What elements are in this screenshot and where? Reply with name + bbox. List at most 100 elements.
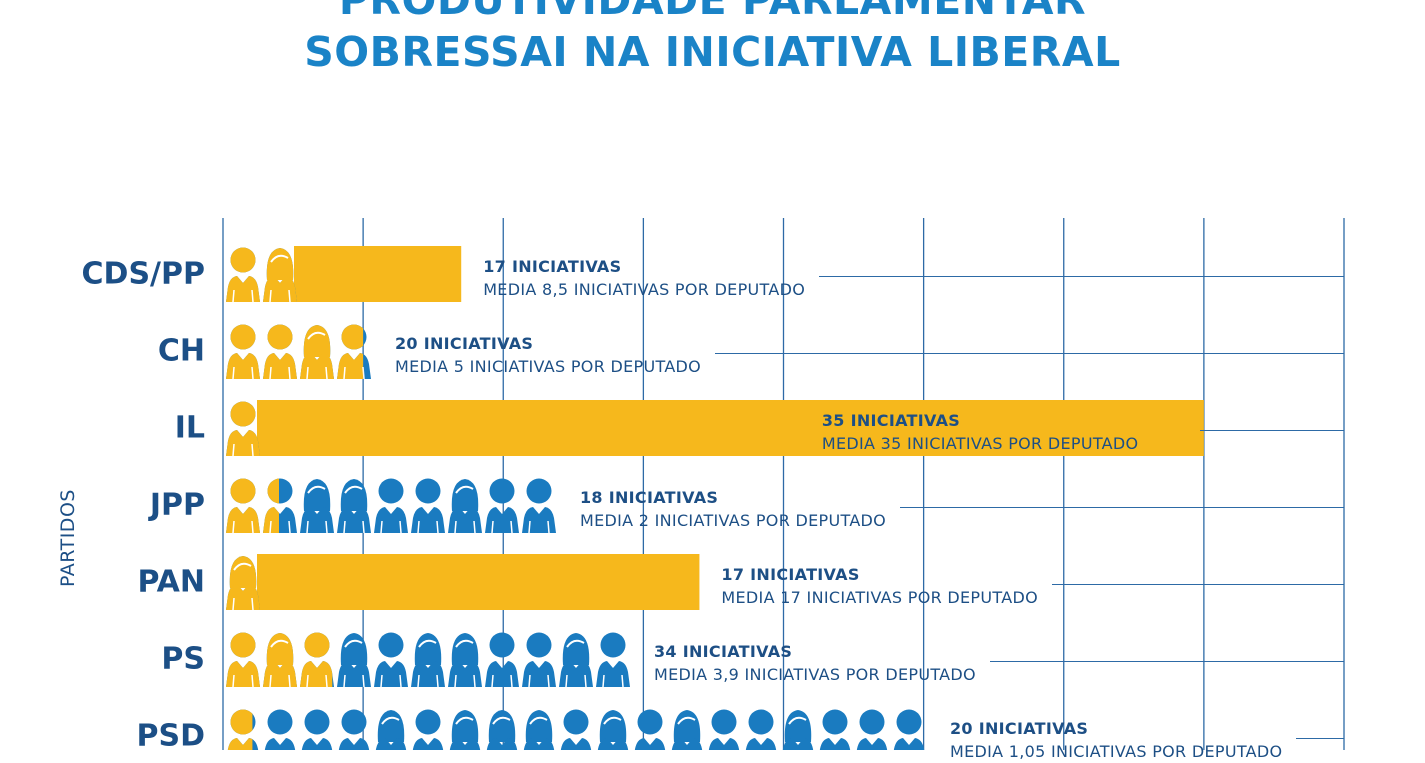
female-deputy-icon bbox=[226, 556, 260, 611]
male-deputy-icon bbox=[264, 709, 296, 750]
male-deputy-icon bbox=[745, 709, 777, 750]
male-deputy-icon bbox=[226, 478, 260, 534]
male-deputy-icon bbox=[227, 709, 253, 750]
deputies-yellow bbox=[226, 556, 260, 611]
row-cdspp bbox=[226, 246, 462, 303]
y-axis-label: PARTIDOS bbox=[57, 489, 79, 587]
female-deputy-icon bbox=[449, 710, 481, 750]
average-per-deputy: MEDIA 35 INICIATIVAS POR DEPUTADO bbox=[821, 434, 1139, 453]
row-jpp bbox=[226, 478, 556, 534]
row-guide-line bbox=[819, 275, 1344, 277]
female-deputy-icon bbox=[671, 710, 703, 750]
party-label: CDS/PP bbox=[81, 256, 205, 292]
initiatives-count: 20 INICIATIVAS bbox=[950, 719, 1089, 738]
female-deputy-icon bbox=[375, 710, 407, 750]
male-deputy-icon bbox=[485, 632, 519, 688]
deputies-yellow bbox=[226, 401, 260, 457]
row-ch bbox=[226, 324, 371, 380]
value-bar bbox=[257, 554, 700, 610]
male-deputy-icon bbox=[893, 709, 925, 750]
male-deputy-icon bbox=[263, 324, 297, 380]
stat-annotation: 18 INICIATIVAS MEDIA 2 INICIATIVAS POR DE… bbox=[580, 486, 1344, 532]
average-per-deputy: MEDIA 5 INICIATIVAS POR DEPUTADO bbox=[395, 357, 702, 376]
average-per-deputy: MEDIA 17 INICIATIVAS POR DEPUTADO bbox=[721, 588, 1038, 607]
female-deputy-icon bbox=[337, 633, 371, 688]
female-deputy-icon bbox=[337, 479, 371, 534]
party-label: PS bbox=[161, 641, 205, 677]
male-deputy-icon bbox=[226, 632, 260, 688]
male-deputy-icon bbox=[708, 709, 740, 750]
female-deputy-icon bbox=[597, 710, 629, 750]
chart-title-line-2: SOBRESSAI NA INICIATIVA LIBERAL bbox=[304, 28, 1121, 76]
male-deputy-icon bbox=[337, 324, 364, 380]
female-deputy-icon bbox=[300, 479, 334, 534]
row-guide-line bbox=[1200, 429, 1344, 431]
average-per-deputy: MEDIA 8,5 INICIATIVAS POR DEPUTADO bbox=[483, 280, 806, 299]
initiatives-count: 18 INICIATIVAS bbox=[580, 488, 719, 507]
male-deputy-icon bbox=[300, 632, 333, 688]
party-label: PAN bbox=[137, 564, 205, 600]
deputies-yellow bbox=[227, 709, 253, 750]
male-deputy-icon bbox=[634, 709, 666, 750]
party-label: IL bbox=[174, 410, 205, 446]
male-deputy-icon bbox=[374, 478, 408, 534]
male-deputy-icon bbox=[263, 478, 280, 534]
row-guide-line bbox=[1051, 583, 1344, 585]
male-deputy-icon bbox=[522, 632, 556, 688]
male-deputy-icon bbox=[338, 709, 370, 750]
stat-annotation: 35 INICIATIVAS MEDIA 35 INICIATIVAS POR D… bbox=[822, 409, 1344, 455]
initiatives-count: 20 INICIATIVAS bbox=[395, 334, 534, 353]
deputies-yellow bbox=[226, 324, 364, 380]
deputies-yellow bbox=[226, 478, 280, 534]
stat-annotation: 20 INICIATIVAS MEDIA 5 INICIATIVAS POR DE… bbox=[395, 332, 1344, 378]
female-deputy-icon bbox=[263, 633, 297, 688]
party-label: JPP bbox=[149, 487, 205, 523]
value-bar bbox=[294, 246, 462, 302]
row-il bbox=[226, 400, 1204, 457]
female-deputy-icon bbox=[448, 633, 482, 688]
male-deputy-icon bbox=[301, 709, 333, 750]
row-guide-line bbox=[715, 352, 1344, 354]
male-deputy-icon bbox=[560, 709, 592, 750]
party-label: CH bbox=[157, 333, 205, 369]
average-per-deputy: MEDIA 3,9 INICIATIVAS POR DEPUTADO bbox=[654, 665, 976, 684]
average-per-deputy: MEDIA 1,05 INICIATIVAS POR DEPUTADO bbox=[950, 742, 1283, 761]
female-deputy-icon bbox=[559, 633, 593, 688]
chart-title-line-1: PRODUTIVIDADE PARLAMENTAR bbox=[338, 0, 1087, 24]
deputies-yellow bbox=[226, 247, 297, 303]
male-deputy-icon bbox=[522, 478, 556, 534]
row-pan bbox=[226, 554, 700, 611]
male-deputy-icon bbox=[819, 709, 851, 750]
female-deputy-icon bbox=[486, 710, 518, 750]
row-ps bbox=[226, 632, 630, 688]
value-bar bbox=[257, 400, 1204, 456]
female-deputy-icon bbox=[523, 710, 555, 750]
row-guide-line bbox=[989, 660, 1344, 662]
stat-annotation: 17 INICIATIVAS MEDIA 17 INICIATIVAS POR D… bbox=[721, 563, 1344, 609]
initiatives-count: 17 INICIATIVAS bbox=[721, 565, 860, 584]
female-deputy-icon bbox=[448, 479, 482, 534]
female-deputy-icon bbox=[300, 325, 334, 380]
male-deputy-icon bbox=[412, 709, 444, 750]
row-psd bbox=[227, 709, 925, 750]
stat-annotation: 17 INICIATIVAS MEDIA 8,5 INICIATIVAS POR … bbox=[483, 255, 1344, 301]
average-per-deputy: MEDIA 2 INICIATIVAS POR DEPUTADO bbox=[580, 511, 887, 530]
deputies-yellow bbox=[226, 632, 333, 688]
male-deputy-icon bbox=[374, 632, 408, 688]
male-deputy-icon bbox=[596, 632, 630, 688]
female-deputy-icon bbox=[411, 633, 445, 688]
row-guide-line bbox=[900, 506, 1344, 508]
deputies-blue bbox=[227, 709, 925, 750]
male-deputy-icon bbox=[226, 324, 260, 380]
initiatives-count: 17 INICIATIVAS bbox=[483, 257, 622, 276]
initiatives-count: 34 INICIATIVAS bbox=[654, 642, 793, 661]
male-deputy-icon bbox=[226, 247, 260, 303]
male-deputy-icon bbox=[226, 401, 260, 457]
male-deputy-icon bbox=[485, 478, 519, 534]
row-guide-line bbox=[1296, 737, 1344, 739]
party-label: PSD bbox=[136, 718, 206, 754]
stat-annotation: 20 INICIATIVAS MEDIA 1,05 INICIATIVAS POR… bbox=[950, 717, 1344, 763]
male-deputy-icon bbox=[411, 478, 445, 534]
stat-annotation: 34 INICIATIVAS MEDIA 3,9 INICIATIVAS POR … bbox=[654, 640, 1344, 686]
male-deputy-icon bbox=[856, 709, 888, 750]
